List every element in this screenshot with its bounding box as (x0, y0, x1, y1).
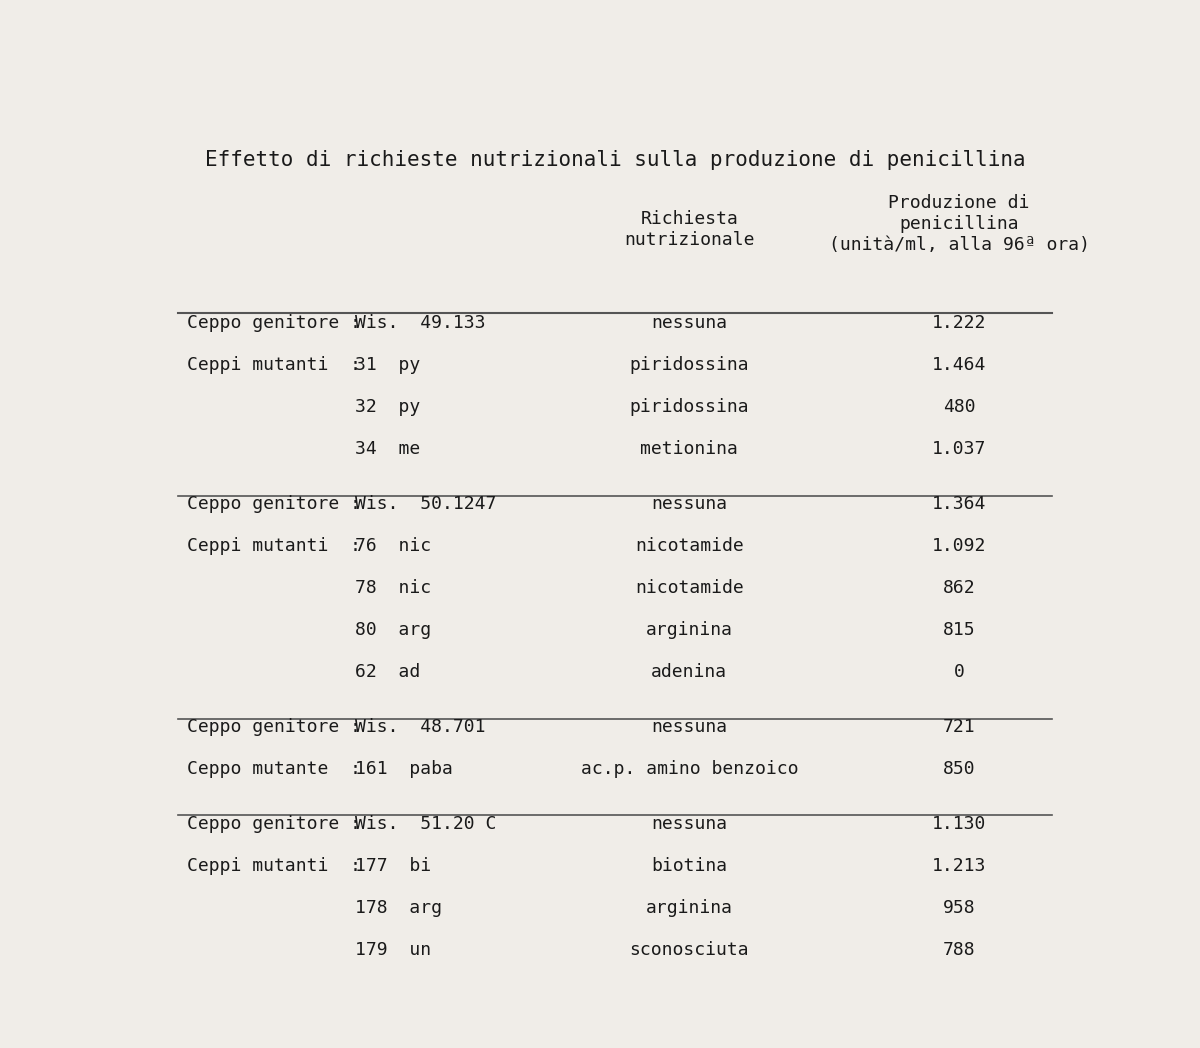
Text: Ceppo genitore :: Ceppo genitore : (187, 814, 361, 833)
Text: 34  me: 34 me (355, 440, 420, 458)
Text: 76  nic: 76 nic (355, 538, 431, 555)
Text: 80  arg: 80 arg (355, 621, 431, 639)
Text: nessuna: nessuna (652, 496, 727, 514)
Text: 178  arg: 178 arg (355, 899, 442, 917)
Text: 480: 480 (943, 398, 976, 416)
Text: 1.037: 1.037 (932, 440, 986, 458)
Text: 1.222: 1.222 (932, 314, 986, 332)
Text: nicotamide: nicotamide (635, 580, 744, 597)
Text: 862: 862 (943, 580, 976, 597)
Text: piridossina: piridossina (630, 398, 749, 416)
Text: ac.p. amino benzoico: ac.p. amino benzoico (581, 760, 798, 778)
Text: 815: 815 (943, 621, 976, 639)
Text: 161  paba: 161 paba (355, 760, 452, 778)
Text: Ceppi mutanti  :: Ceppi mutanti : (187, 538, 361, 555)
Text: 1.130: 1.130 (932, 814, 986, 833)
Text: nessuna: nessuna (652, 314, 727, 332)
Text: arginina: arginina (646, 621, 733, 639)
Text: nicotamide: nicotamide (635, 538, 744, 555)
Text: 177  bi: 177 bi (355, 857, 431, 875)
Text: 1.092: 1.092 (932, 538, 986, 555)
Text: 0: 0 (954, 663, 965, 681)
Text: 1.364: 1.364 (932, 496, 986, 514)
Text: 1.464: 1.464 (932, 356, 986, 374)
Text: Wis.  49.133: Wis. 49.133 (355, 314, 485, 332)
Text: Ceppo genitore :: Ceppo genitore : (187, 718, 361, 736)
Text: 78  nic: 78 nic (355, 580, 431, 597)
Text: Ceppo genitore :: Ceppo genitore : (187, 314, 361, 332)
Text: nessuna: nessuna (652, 814, 727, 833)
Text: 62  ad: 62 ad (355, 663, 420, 681)
Text: nessuna: nessuna (652, 718, 727, 736)
Text: Produzione di
penicillina
(unità/ml, alla 96ª ora): Produzione di penicillina (unità/ml, all… (829, 194, 1090, 254)
Text: 788: 788 (943, 941, 976, 959)
Text: 179  un: 179 un (355, 941, 431, 959)
Text: Richiesta
nutrizionale: Richiesta nutrizionale (624, 211, 755, 249)
Text: 31  py: 31 py (355, 356, 420, 374)
Text: Ceppi mutanti  :: Ceppi mutanti : (187, 857, 361, 875)
Text: 32  py: 32 py (355, 398, 420, 416)
Text: Wis.  50.1247: Wis. 50.1247 (355, 496, 496, 514)
Text: piridossina: piridossina (630, 356, 749, 374)
Text: 721: 721 (943, 718, 976, 736)
Text: metionina: metionina (641, 440, 738, 458)
Text: Effetto di richieste nutrizionali sulla produzione di penicillina: Effetto di richieste nutrizionali sulla … (205, 150, 1025, 170)
Text: 1.213: 1.213 (932, 857, 986, 875)
Text: Ceppo genitore :: Ceppo genitore : (187, 496, 361, 514)
Text: 850: 850 (943, 760, 976, 778)
Text: Ceppi mutanti  :: Ceppi mutanti : (187, 356, 361, 374)
Text: adenina: adenina (652, 663, 727, 681)
Text: Ceppo mutante  :: Ceppo mutante : (187, 760, 361, 778)
Text: Wis.  51.20 C: Wis. 51.20 C (355, 814, 496, 833)
Text: arginina: arginina (646, 899, 733, 917)
Text: sconosciuta: sconosciuta (630, 941, 749, 959)
Text: Wis.  48.701: Wis. 48.701 (355, 718, 485, 736)
Text: 958: 958 (943, 899, 976, 917)
Text: biotina: biotina (652, 857, 727, 875)
